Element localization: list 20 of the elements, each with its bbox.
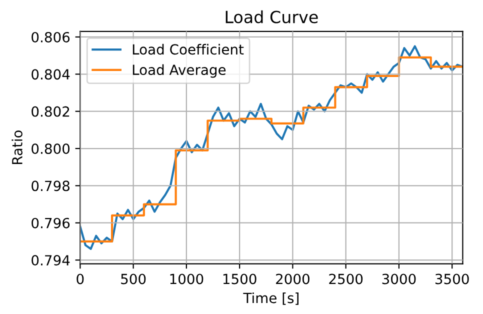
x-tick-label: 2500 [329, 274, 363, 284]
x-tick-label: 3500 [435, 274, 469, 284]
legend-label: Load Coefficient [132, 44, 244, 55]
y-tick-label: 0.806 [32, 32, 70, 42]
x-tick-label: 0 [76, 274, 84, 284]
y-axis-title: Ratio [12, 130, 22, 164]
x-tick-label: 3000 [382, 274, 416, 284]
y-tick-label: 0.802 [32, 106, 70, 117]
y-tick-label: 0.796 [32, 218, 70, 228]
y-tick-label: 0.798 [32, 180, 70, 192]
x-axis-title: Time [s] [243, 292, 298, 305]
x-tick-label: 2000 [276, 274, 310, 284]
chart-title: Load Curve [226, 10, 318, 24]
x-tick-label: 500 [121, 274, 146, 284]
x-tick-label: 1500 [223, 274, 256, 284]
x-tick-label: 1000 [170, 274, 204, 284]
legend-label: Load Average [132, 64, 226, 78]
y-tick-label: 0.800 [32, 143, 70, 154]
y-tick-label: 0.804 [32, 69, 70, 80]
y-tick-label: 0.794 [32, 255, 70, 266]
